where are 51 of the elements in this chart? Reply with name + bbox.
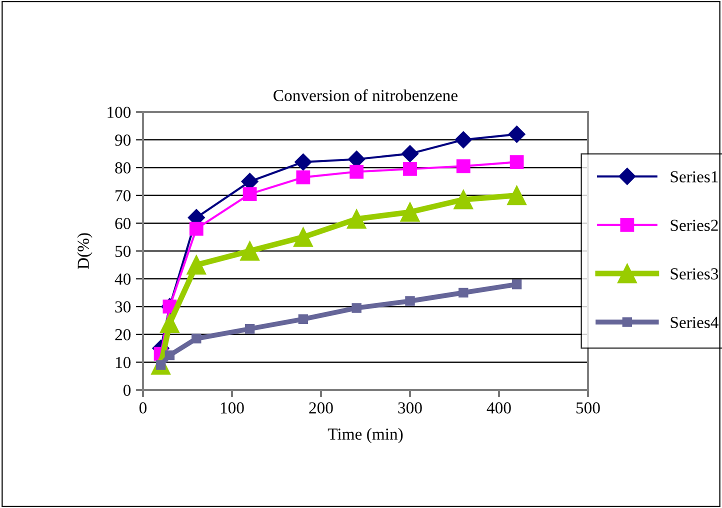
point: [405, 296, 415, 306]
x-axis-title: Time (min): [328, 428, 403, 444]
point: [192, 334, 202, 344]
point: [293, 227, 313, 247]
y-tick-label: 60: [115, 218, 131, 230]
legend-label: Series3: [670, 268, 718, 280]
point: [244, 324, 255, 334]
point: [346, 209, 366, 229]
y-tick-label: 90: [115, 134, 131, 146]
legend-label: Series1: [670, 171, 718, 182]
point: [160, 314, 180, 334]
legend-label: Series2: [670, 220, 718, 231]
point: [454, 131, 472, 148]
x-tick-label: 0: [139, 402, 147, 414]
point: [164, 350, 175, 360]
point: [454, 190, 474, 210]
y-tick-label: 0: [123, 384, 131, 396]
point: [403, 162, 417, 176]
point: [350, 164, 364, 179]
point: [294, 153, 312, 171]
point: [186, 255, 206, 275]
point: [512, 280, 522, 290]
x-tick-label: 400: [486, 402, 511, 414]
y-tick-label: 30: [115, 301, 131, 313]
y-tick-label: 50: [115, 246, 131, 257]
point: [507, 186, 527, 206]
x-tick-label: 300: [398, 402, 422, 414]
x-tick-label: 100: [220, 402, 244, 414]
chart-title: Conversion of nitrobenzene: [274, 89, 458, 102]
y-tick-label: 80: [115, 162, 131, 174]
point: [458, 288, 468, 298]
x-tick-label: 500: [576, 402, 600, 414]
point: [456, 159, 470, 174]
y-tick-label: 40: [114, 274, 131, 285]
legend-label: Series4: [670, 316, 718, 328]
point: [296, 170, 310, 184]
y-tick-label: 70: [116, 190, 131, 202]
point: [240, 241, 260, 261]
point: [401, 145, 419, 162]
y-axis-title: D(%): [77, 233, 92, 270]
point: [242, 187, 257, 201]
y-tick-label: 100: [108, 106, 131, 118]
point: [508, 126, 526, 143]
point: [189, 222, 204, 236]
x-tick-label: 200: [309, 402, 333, 414]
point: [352, 303, 362, 313]
point: [298, 314, 308, 324]
point: [400, 202, 420, 222]
y-tick-label: 20: [115, 329, 131, 340]
y-tick-label: 10: [116, 356, 131, 368]
point: [510, 155, 524, 169]
